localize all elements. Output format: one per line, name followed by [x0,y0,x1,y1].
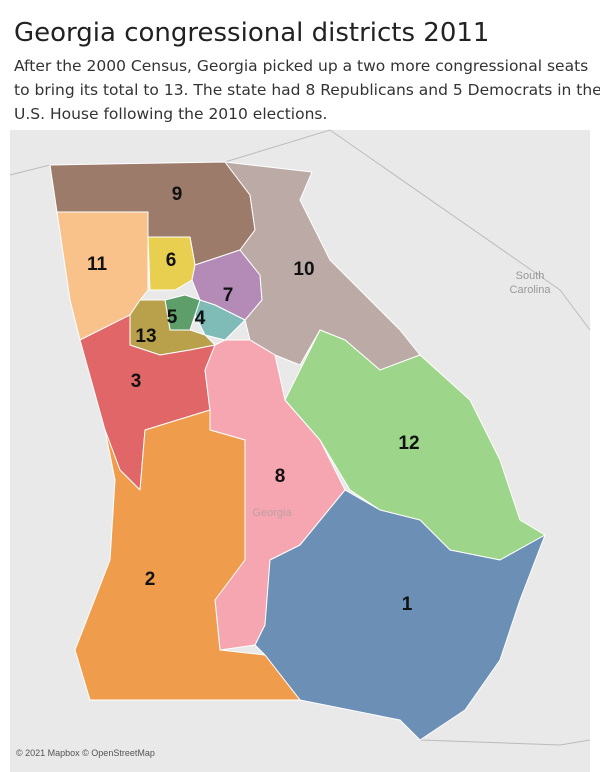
place-label: Carolina [510,284,552,296]
place-label: Georgia [252,507,292,519]
district-label: 5 [167,307,178,328]
subtitle: After the 2000 Census, Georgia picked up… [14,54,600,126]
district-1 [254,489,546,741]
district-2 [74,409,301,701]
district-label: 12 [398,433,419,454]
state-border [9,164,51,176]
district-label: 2 [145,569,156,590]
subtitle-line: After the 2000 Census, Georgia picked up… [14,57,589,75]
district-label: 8 [275,466,286,487]
state-border [224,129,591,331]
district-label: 1 [402,594,413,615]
district-label: 7 [223,285,234,306]
state-border [419,739,591,746]
districts [49,161,546,741]
district-label: 4 [195,308,206,329]
district-10 [224,161,421,371]
district-label: 11 [87,254,108,275]
district-label: 9 [172,184,183,205]
title: Georgia congressional districts 2011 [14,18,490,48]
district-label: 10 [293,259,314,280]
attribution: © 2021 Mapbox © OpenStreetMap [16,748,155,758]
subtitle-line: to bring its total to 13. The state had … [14,81,600,99]
subtitle-line: U.S. House following the 2010 elections. [14,105,328,123]
place-label: South [516,270,545,282]
district-label: 3 [131,371,142,392]
district-label: 13 [135,326,156,347]
district-12 [284,329,546,561]
district-label: 6 [166,250,177,271]
